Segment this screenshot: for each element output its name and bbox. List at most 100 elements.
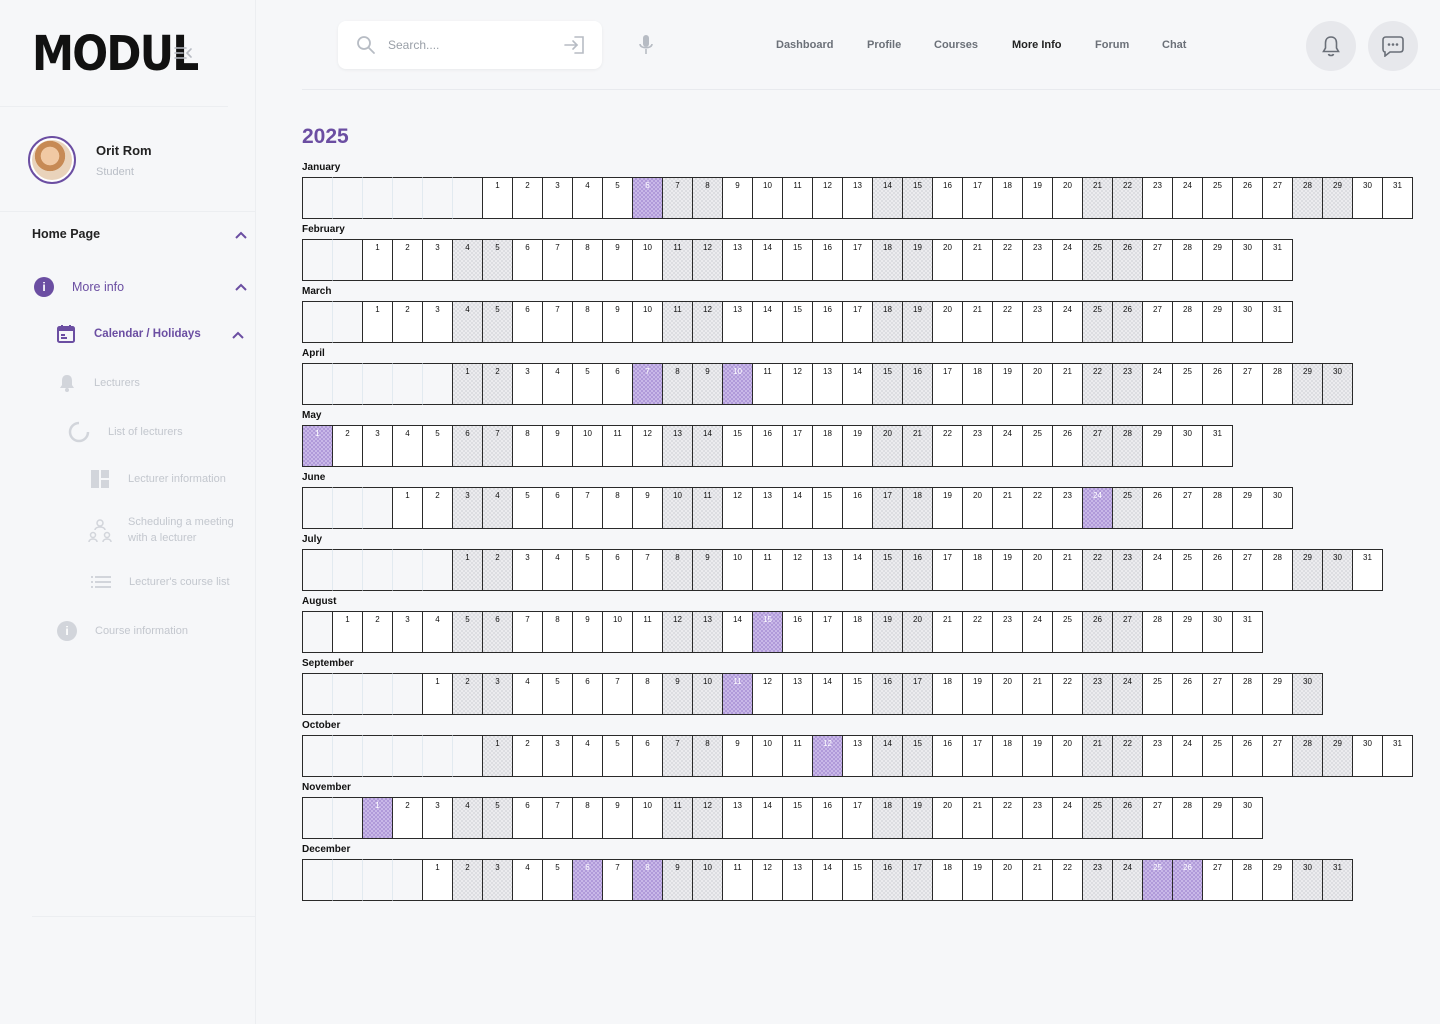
holiday-day-cell[interactable]: 26 xyxy=(1172,859,1203,901)
day-cell[interactable]: 22 xyxy=(932,425,963,467)
day-cell[interactable]: 20 xyxy=(902,611,933,653)
day-cell[interactable]: 15 xyxy=(872,363,903,405)
day-cell[interactable]: 20 xyxy=(872,425,903,467)
app-logo[interactable]: MODUL xyxy=(32,26,199,82)
day-cell[interactable]: 15 xyxy=(842,859,873,901)
day-cell[interactable]: 12 xyxy=(752,859,783,901)
day-cell[interactable]: 18 xyxy=(962,363,993,405)
day-cell[interactable]: 18 xyxy=(872,301,903,343)
day-cell[interactable]: 12 xyxy=(692,797,723,839)
day-cell[interactable]: 5 xyxy=(482,239,513,281)
day-cell[interactable]: 19 xyxy=(932,487,963,529)
day-cell[interactable]: 11 xyxy=(602,425,633,467)
day-cell[interactable]: 4 xyxy=(572,177,603,219)
day-cell[interactable]: 17 xyxy=(842,301,873,343)
day-cell[interactable]: 29 xyxy=(1202,239,1233,281)
day-cell[interactable]: 17 xyxy=(932,363,963,405)
day-cell[interactable]: 8 xyxy=(572,301,603,343)
day-cell[interactable]: 22 xyxy=(1022,487,1053,529)
day-cell[interactable]: 8 xyxy=(662,363,693,405)
sidebar-item-list-of-lecturers[interactable]: List of lecturers xyxy=(68,421,183,443)
day-cell[interactable]: 5 xyxy=(482,301,513,343)
day-cell[interactable]: 21 xyxy=(992,487,1023,529)
day-cell[interactable]: 12 xyxy=(782,363,813,405)
day-cell[interactable]: 18 xyxy=(902,487,933,529)
day-cell[interactable]: 21 xyxy=(1082,177,1113,219)
day-cell[interactable]: 21 xyxy=(1052,549,1083,591)
day-cell[interactable]: 14 xyxy=(812,859,843,901)
day-cell[interactable]: 19 xyxy=(992,363,1023,405)
day-cell[interactable]: 31 xyxy=(1382,177,1413,219)
day-cell[interactable]: 21 xyxy=(902,425,933,467)
day-cell[interactable]: 2 xyxy=(422,487,453,529)
day-cell[interactable]: 21 xyxy=(1022,859,1053,901)
day-cell[interactable]: 14 xyxy=(872,177,903,219)
day-cell[interactable]: 17 xyxy=(962,177,993,219)
day-cell[interactable]: 11 xyxy=(722,859,753,901)
day-cell[interactable]: 31 xyxy=(1262,301,1293,343)
day-cell[interactable]: 14 xyxy=(842,549,873,591)
day-cell[interactable]: 18 xyxy=(962,549,993,591)
holiday-day-cell[interactable]: 6 xyxy=(632,177,663,219)
day-cell[interactable]: 12 xyxy=(812,177,843,219)
day-cell[interactable]: 12 xyxy=(782,549,813,591)
day-cell[interactable]: 10 xyxy=(722,549,753,591)
day-cell[interactable]: 30 xyxy=(1232,301,1263,343)
day-cell[interactable]: 14 xyxy=(812,673,843,715)
day-cell[interactable]: 9 xyxy=(602,301,633,343)
day-cell[interactable]: 26 xyxy=(1112,797,1143,839)
day-cell[interactable]: 15 xyxy=(782,797,813,839)
day-cell[interactable]: 20 xyxy=(992,673,1023,715)
holiday-day-cell[interactable]: 8 xyxy=(632,859,663,901)
holiday-day-cell[interactable]: 6 xyxy=(572,859,603,901)
day-cell[interactable]: 25 xyxy=(1202,177,1233,219)
day-cell[interactable]: 24 xyxy=(1112,673,1143,715)
day-cell[interactable]: 3 xyxy=(422,239,453,281)
day-cell[interactable]: 22 xyxy=(992,239,1023,281)
day-cell[interactable]: 25 xyxy=(1202,735,1233,777)
day-cell[interactable]: 24 xyxy=(1172,735,1203,777)
day-cell[interactable]: 13 xyxy=(722,797,753,839)
day-cell[interactable]: 16 xyxy=(872,859,903,901)
day-cell[interactable]: 22 xyxy=(1082,549,1113,591)
day-cell[interactable]: 28 xyxy=(1112,425,1143,467)
day-cell[interactable]: 7 xyxy=(632,549,663,591)
day-cell[interactable]: 16 xyxy=(842,487,873,529)
day-cell[interactable]: 2 xyxy=(392,797,423,839)
day-cell[interactable]: 16 xyxy=(902,549,933,591)
day-cell[interactable]: 10 xyxy=(692,859,723,901)
day-cell[interactable]: 12 xyxy=(692,301,723,343)
day-cell[interactable]: 26 xyxy=(1202,363,1233,405)
day-cell[interactable]: 10 xyxy=(572,425,603,467)
day-cell[interactable]: 29 xyxy=(1172,611,1203,653)
day-cell[interactable]: 21 xyxy=(1022,673,1053,715)
notifications-button[interactable] xyxy=(1306,21,1356,71)
day-cell[interactable]: 13 xyxy=(782,673,813,715)
day-cell[interactable]: 3 xyxy=(422,301,453,343)
day-cell[interactable]: 30 xyxy=(1292,859,1323,901)
nav-courses[interactable]: Courses xyxy=(934,39,979,51)
day-cell[interactable]: 5 xyxy=(512,487,543,529)
day-cell[interactable]: 9 xyxy=(692,363,723,405)
day-cell[interactable]: 25 xyxy=(1172,549,1203,591)
day-cell[interactable]: 30 xyxy=(1292,673,1323,715)
day-cell[interactable]: 8 xyxy=(542,611,573,653)
day-cell[interactable]: 25 xyxy=(1022,425,1053,467)
day-cell[interactable]: 7 xyxy=(662,177,693,219)
day-cell[interactable]: 28 xyxy=(1172,239,1203,281)
day-cell[interactable]: 22 xyxy=(992,301,1023,343)
day-cell[interactable]: 15 xyxy=(842,673,873,715)
day-cell[interactable]: 5 xyxy=(542,673,573,715)
day-cell[interactable]: 17 xyxy=(932,549,963,591)
day-cell[interactable]: 26 xyxy=(1052,425,1083,467)
day-cell[interactable]: 2 xyxy=(512,177,543,219)
day-cell[interactable]: 17 xyxy=(872,487,903,529)
day-cell[interactable]: 5 xyxy=(482,797,513,839)
day-cell[interactable]: 4 xyxy=(512,673,543,715)
day-cell[interactable]: 9 xyxy=(542,425,573,467)
day-cell[interactable]: 14 xyxy=(752,797,783,839)
day-cell[interactable]: 2 xyxy=(452,859,483,901)
day-cell[interactable]: 28 xyxy=(1232,859,1263,901)
day-cell[interactable]: 27 xyxy=(1082,425,1113,467)
day-cell[interactable]: 14 xyxy=(722,611,753,653)
